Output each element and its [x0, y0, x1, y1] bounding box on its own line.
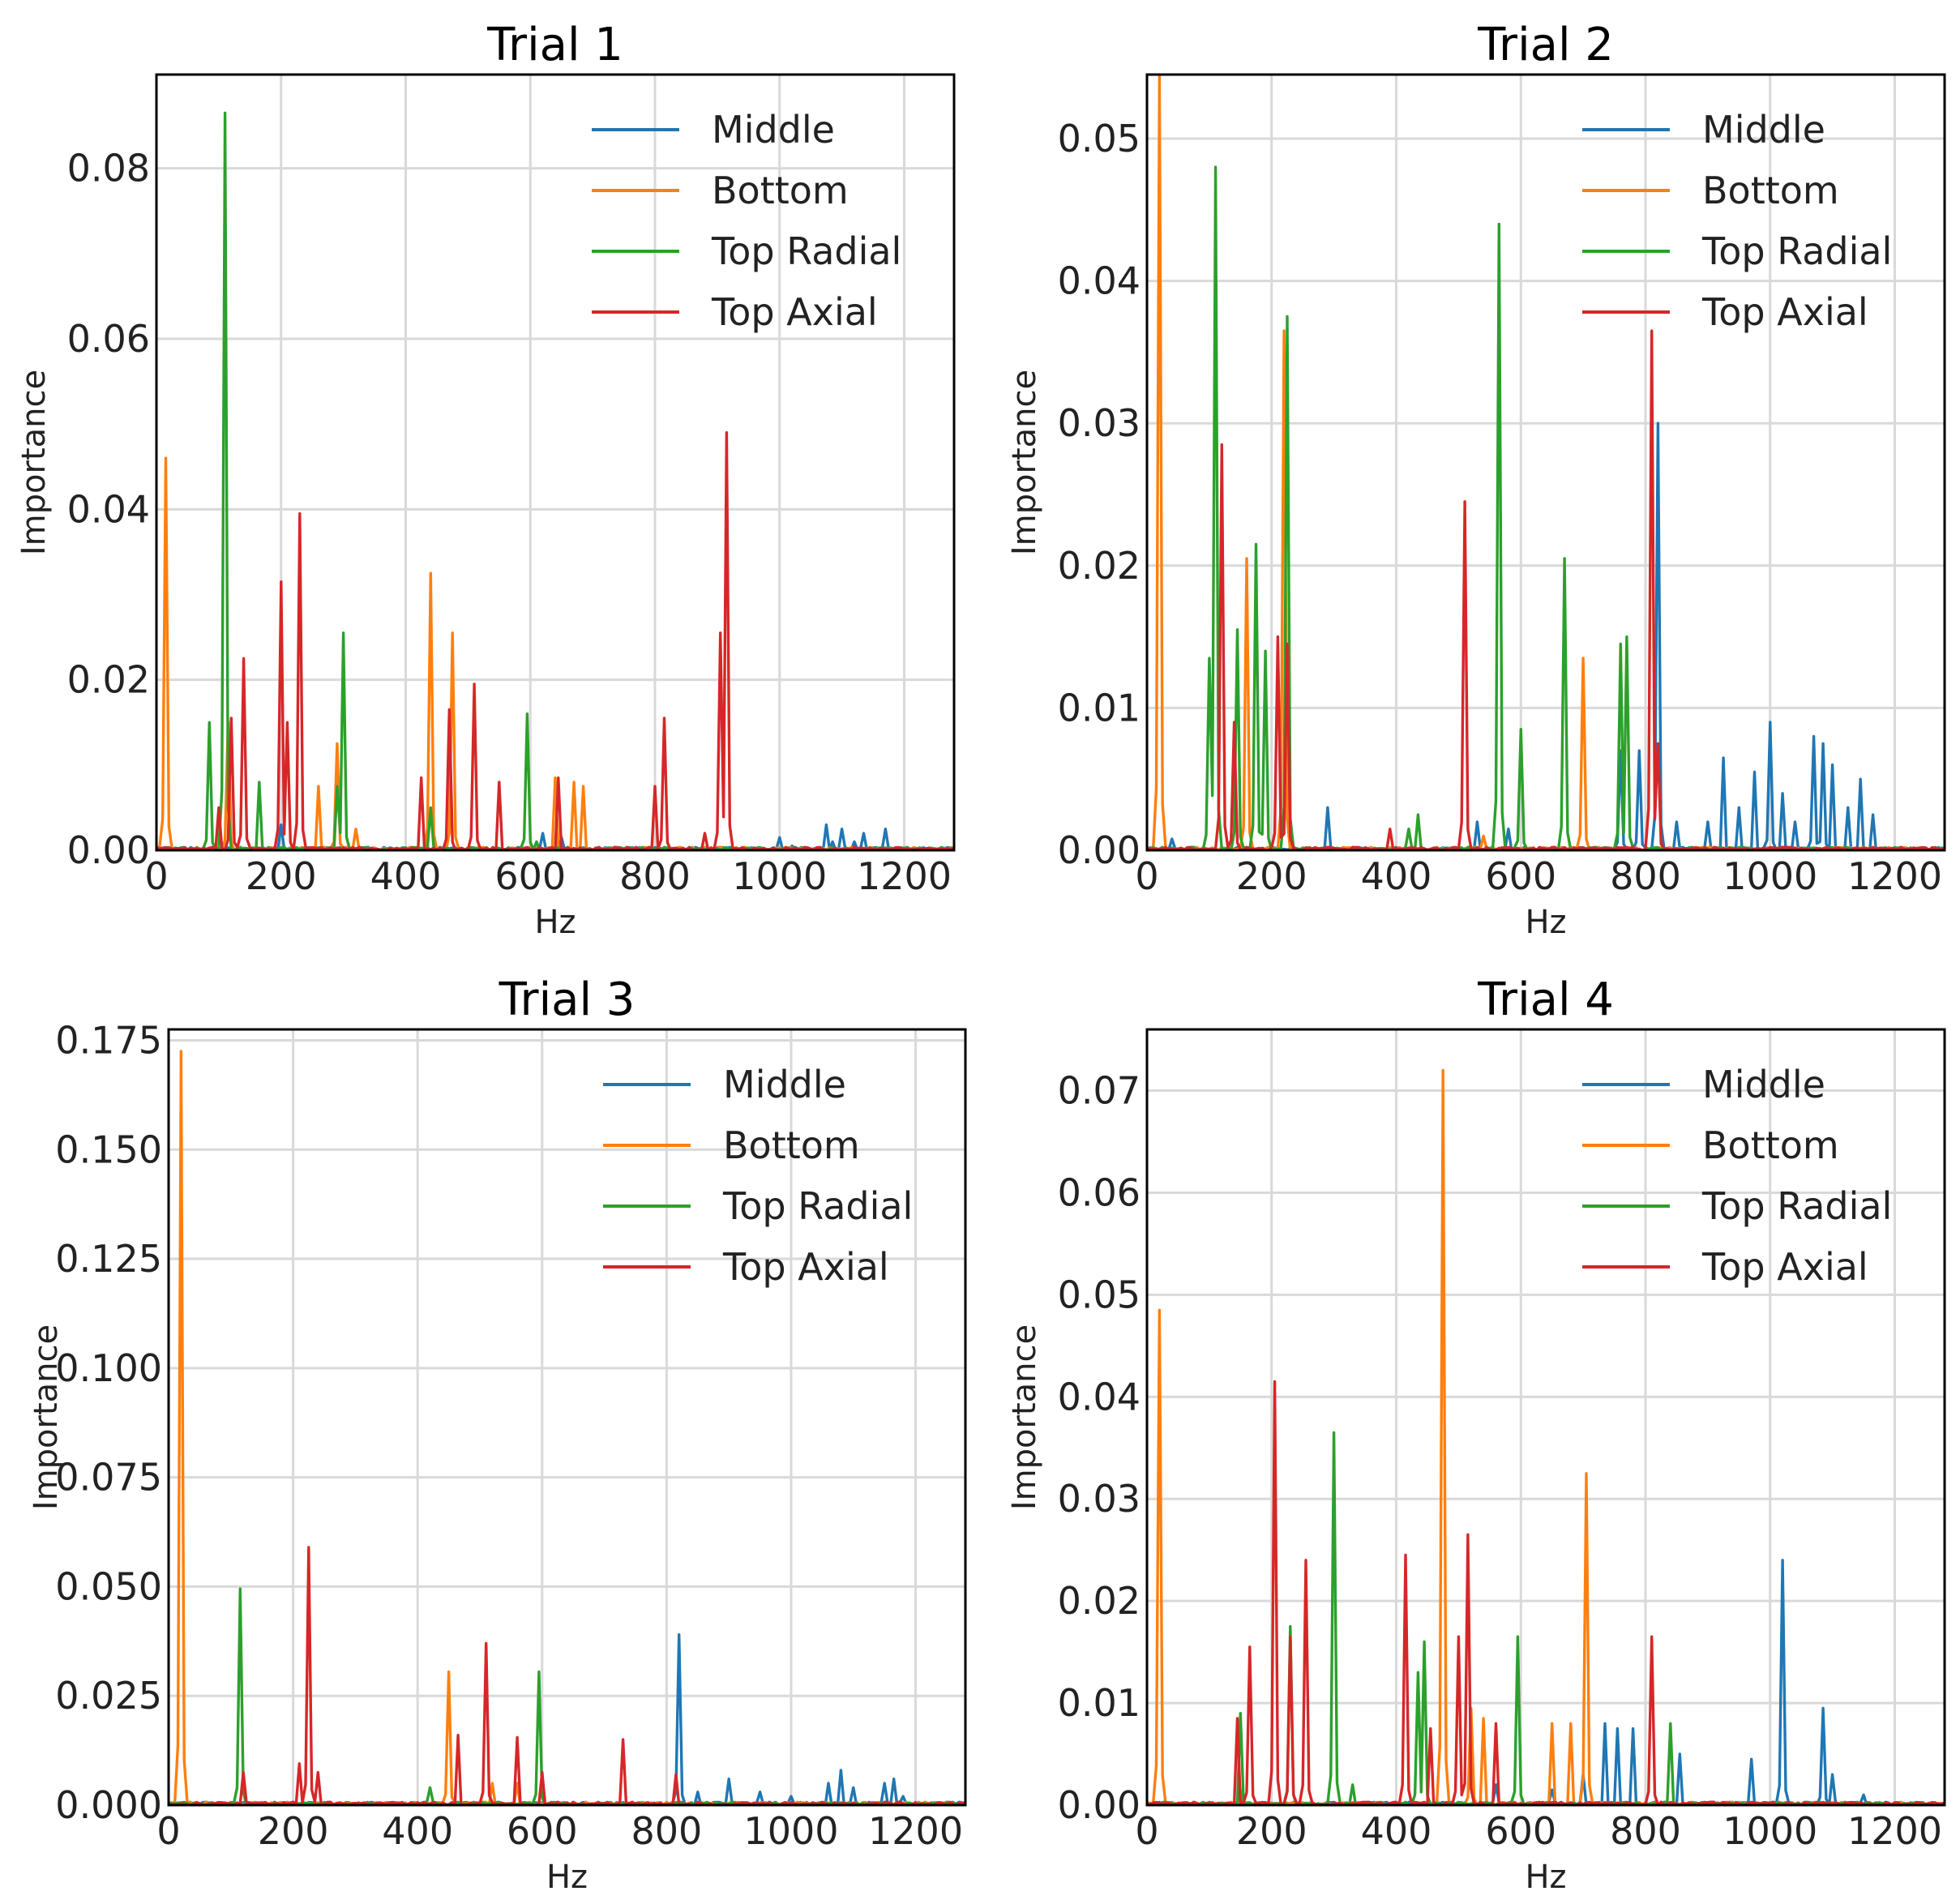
plot-frame	[155, 73, 956, 852]
x-tick-label: 400	[370, 854, 442, 898]
y-axis-label: Importance	[1006, 1324, 1043, 1510]
y-tick-label: 0.06	[67, 317, 150, 361]
y-tick-label: 0.075	[55, 1456, 162, 1500]
x-axis-label: Hz	[534, 904, 576, 941]
x-tick-label: 0	[156, 1809, 180, 1853]
chart-title: Trial 1	[486, 19, 623, 71]
x-tick-label: 0	[144, 854, 168, 898]
x-tick-label: 600	[507, 1809, 578, 1853]
x-tick-label: 800	[619, 854, 691, 898]
y-tick-label: 0.025	[55, 1674, 162, 1718]
legend-label-bottom: Bottom	[1702, 169, 1839, 212]
x-tick-label: 400	[1361, 1809, 1432, 1853]
legend-label-middle: Middle	[1702, 1063, 1825, 1106]
x-tick-label: 1000	[732, 854, 827, 898]
legend-label-middle: Middle	[712, 108, 835, 152]
x-axis-label: Hz	[546, 1859, 588, 1896]
legend-label-middle: Middle	[723, 1063, 846, 1106]
plot-frame	[1145, 73, 1946, 852]
y-tick-label: 0.02	[67, 658, 150, 702]
y-tick-label: 0.04	[67, 487, 150, 531]
y-tick-label: 0.01	[1058, 1681, 1140, 1725]
y-tick-label: 0.00	[1058, 1783, 1140, 1827]
chart-title: Trial 3	[499, 973, 636, 1026]
legend-label-top-radial: Top Radial	[1701, 1184, 1892, 1228]
x-tick-label: 800	[1610, 1809, 1681, 1853]
y-tick-label: 0.00	[1058, 828, 1140, 872]
y-tick-label: 0.05	[1058, 117, 1140, 160]
x-tick-label: 0	[1135, 1809, 1158, 1853]
y-tick-label: 0.125	[55, 1237, 162, 1281]
y-tick-label: 0.02	[1058, 544, 1140, 588]
x-tick-label: 400	[1361, 854, 1432, 898]
x-tick-label: 1200	[868, 1809, 963, 1853]
x-tick-label: 800	[1610, 854, 1681, 898]
legend: Middle Bottom Top Radial Top Axial	[592, 108, 901, 334]
legend-label-bottom: Bottom	[1702, 1123, 1839, 1167]
y-tick-label: 0.000	[55, 1783, 162, 1827]
y-tick-label: 0.04	[1058, 1375, 1140, 1418]
x-tick-label: 200	[1236, 1809, 1307, 1853]
y-tick-label: 0.050	[55, 1564, 162, 1608]
legend: Middle Bottom Top Radial Top Axial	[603, 1063, 913, 1289]
y-tick-label: 0.06	[1058, 1170, 1140, 1214]
legend-label-middle: Middle	[1702, 108, 1825, 152]
y-tick-label: 0.04	[1058, 259, 1140, 303]
x-tick-label: 1200	[1847, 854, 1942, 898]
x-tick-label: 200	[1236, 854, 1307, 898]
y-tick-label: 0.07	[1058, 1069, 1140, 1113]
legend: Middle Bottom Top Radial Top Axial	[1582, 108, 1892, 334]
legend-label-top-radial: Top Radial	[711, 229, 901, 273]
x-tick-label: 1200	[857, 854, 952, 898]
y-tick-label: 0.175	[55, 1018, 162, 1062]
subplot-4: 0 200 400 600 800 1000 1200 0.00 0.01 0.02 0.03 0.0…	[1006, 973, 1946, 1896]
y-tick-label: 0.05	[1058, 1273, 1140, 1316]
chart-title: Trial 2	[1477, 19, 1614, 71]
subplot-3: 0 200 400 600 800 1000 1200 0.000 0.025 0.050 0.07…	[28, 973, 967, 1896]
x-tick-label: 200	[258, 1809, 329, 1853]
x-tick-label: 1200	[1847, 1809, 1942, 1853]
x-tick-label: 0	[1135, 854, 1158, 898]
x-tick-label: 600	[1485, 854, 1556, 898]
y-tick-label: 0.03	[1058, 401, 1140, 445]
plot-frame	[1145, 1028, 1946, 1807]
x-tick-label: 400	[382, 1809, 453, 1853]
subplot-2: 0 200 400 600 800 1000 1200 0.00 0.01 0.02 0.03 0.0…	[1006, 19, 1946, 941]
x-tick-label: 1000	[1722, 1809, 1817, 1853]
legend-label-top-axial: Top Axial	[1701, 290, 1868, 334]
y-tick-label: 0.01	[1058, 686, 1140, 730]
y-tick-label: 0.03	[1058, 1477, 1140, 1521]
legend-label-top-axial: Top Axial	[722, 1245, 889, 1289]
legend-label-top-radial: Top Radial	[722, 1184, 913, 1228]
y-tick-label: 0.00	[67, 828, 150, 872]
x-tick-label: 600	[1485, 1809, 1556, 1853]
y-axis-label: Importance	[28, 1324, 65, 1510]
legend-label-bottom: Bottom	[712, 169, 849, 212]
chart-title: Trial 4	[1477, 973, 1614, 1026]
x-axis-label: Hz	[1525, 1859, 1566, 1896]
y-tick-label: 0.150	[55, 1127, 162, 1171]
legend-label-top-axial: Top Axial	[711, 290, 878, 334]
plot-frame	[167, 1028, 967, 1807]
x-tick-label: 1000	[743, 1809, 838, 1853]
y-axis-label: Importance	[1006, 370, 1043, 555]
x-tick-label: 1000	[1722, 854, 1817, 898]
x-tick-label: 200	[246, 854, 317, 898]
y-tick-label: 0.08	[67, 147, 150, 190]
legend: Middle Bottom Top Radial Top Axial	[1582, 1063, 1892, 1289]
x-tick-label: 800	[631, 1809, 702, 1853]
subplot-1: 0 200 400 600 800 1000 1200 0.00 0.02 0.04 0.06 0.0…	[15, 19, 956, 941]
legend-label-top-axial: Top Axial	[1701, 1245, 1868, 1289]
x-axis-label: Hz	[1525, 904, 1566, 941]
x-tick-label: 600	[494, 854, 566, 898]
legend-label-bottom: Bottom	[723, 1123, 860, 1167]
y-tick-label: 0.02	[1058, 1579, 1140, 1623]
y-tick-label: 0.100	[55, 1346, 162, 1390]
legend-label-top-radial: Top Radial	[1701, 229, 1892, 273]
y-axis-label: Importance	[15, 370, 53, 555]
